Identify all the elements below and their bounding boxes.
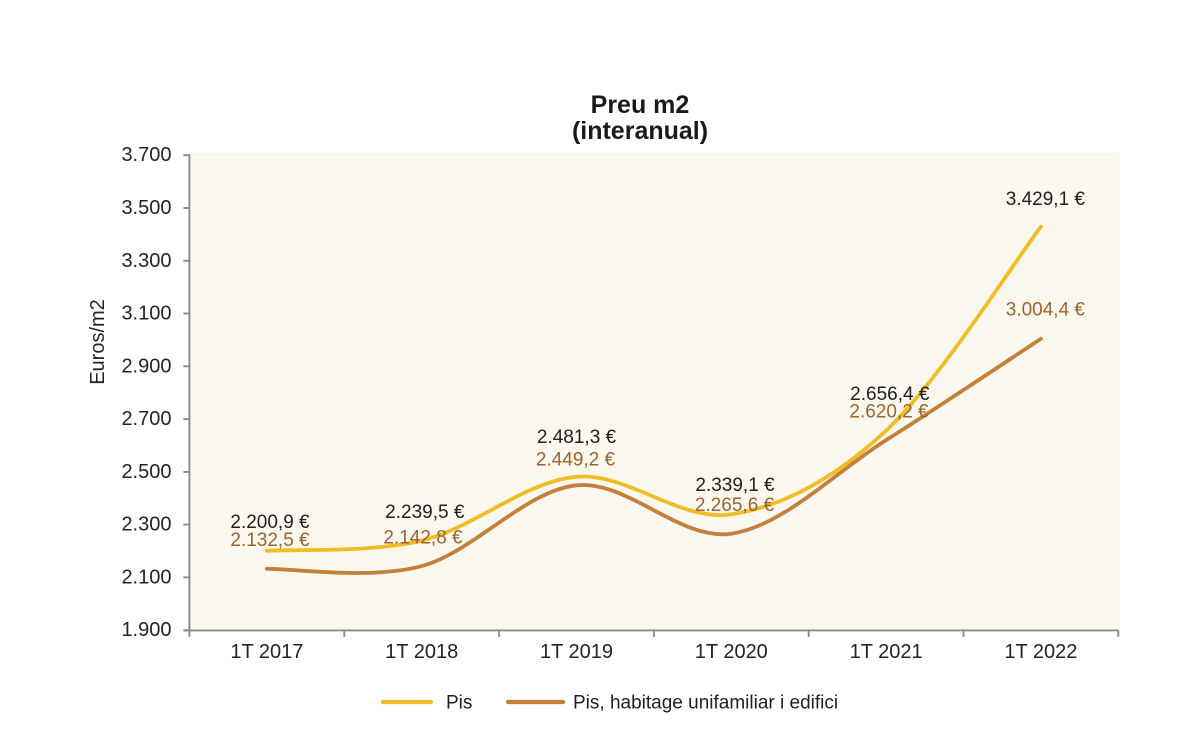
svg-text:2.656,4 €: 2.656,4 € bbox=[850, 384, 930, 405]
svg-text:3.300: 3.300 bbox=[121, 250, 171, 272]
svg-text:1T 2022: 1T 2022 bbox=[1004, 641, 1077, 663]
svg-text:2.142,8 €: 2.142,8 € bbox=[383, 528, 463, 549]
svg-text:2.100: 2.100 bbox=[121, 566, 171, 588]
svg-text:1T 2017: 1T 2017 bbox=[230, 641, 303, 663]
svg-text:2.339,1 €: 2.339,1 € bbox=[695, 475, 775, 496]
svg-text:2.620,2 €: 2.620,2 € bbox=[849, 402, 929, 423]
svg-text:2.900: 2.900 bbox=[121, 355, 171, 377]
svg-text:3.004,4 €: 3.004,4 € bbox=[1006, 300, 1086, 321]
svg-text:1T 2019: 1T 2019 bbox=[540, 641, 613, 663]
svg-text:2.700: 2.700 bbox=[121, 408, 171, 430]
svg-text:3.500: 3.500 bbox=[121, 197, 171, 219]
svg-text:Euros/m2: Euros/m2 bbox=[87, 299, 109, 385]
svg-text:Preu m2: Preu m2 bbox=[591, 91, 690, 119]
svg-text:2.265,6 €: 2.265,6 € bbox=[695, 495, 775, 516]
svg-text:3.700: 3.700 bbox=[121, 144, 171, 166]
svg-text:(interanual): (interanual) bbox=[572, 117, 708, 145]
svg-text:1T 2021: 1T 2021 bbox=[850, 641, 923, 663]
svg-text:2.200,9 €: 2.200,9 € bbox=[230, 512, 310, 533]
svg-text:1T 2020: 1T 2020 bbox=[695, 641, 768, 663]
svg-text:2.481,3 €: 2.481,3 € bbox=[537, 427, 617, 448]
svg-text:2.449,2 €: 2.449,2 € bbox=[536, 450, 616, 471]
svg-text:1T 2018: 1T 2018 bbox=[385, 641, 458, 663]
svg-text:3.100: 3.100 bbox=[121, 303, 171, 325]
svg-text:2.132,5 €: 2.132,5 € bbox=[230, 530, 310, 551]
svg-text:2.239,5 €: 2.239,5 € bbox=[385, 502, 465, 523]
svg-text:3.429,1 €: 3.429,1 € bbox=[1006, 189, 1086, 210]
svg-text:Pis: Pis bbox=[446, 693, 472, 714]
svg-text:2.500: 2.500 bbox=[121, 461, 171, 483]
svg-text:2.300: 2.300 bbox=[121, 514, 171, 536]
svg-text:1.900: 1.900 bbox=[121, 619, 171, 641]
svg-text:Pis, habitage unifamiliar i ed: Pis, habitage unifamiliar i edifici bbox=[573, 693, 838, 714]
